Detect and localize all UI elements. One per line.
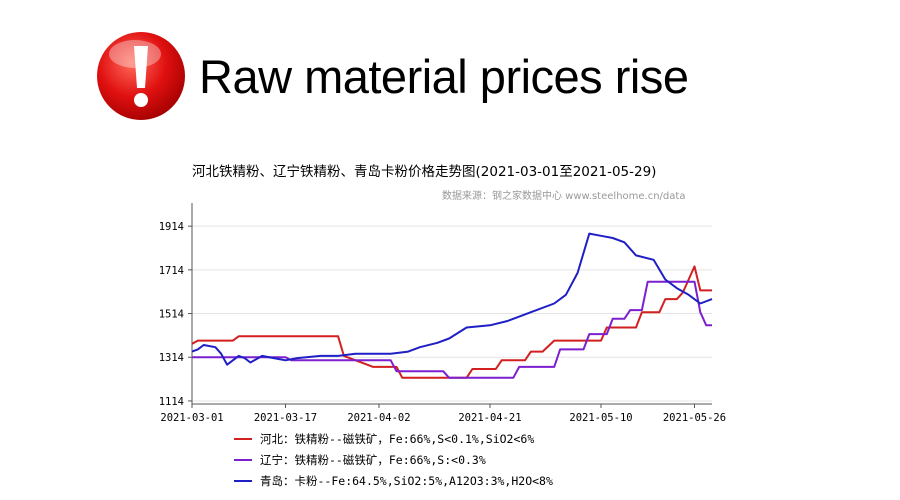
headline: Raw material prices rise <box>95 26 815 126</box>
headline-text: Raw material prices rise <box>199 49 689 103</box>
x-tick-label: 2021-03-17 <box>254 412 317 424</box>
legend-item: 河北：铁精粉--磁铁矿，Fe:66%,S<0.1%,SiO2<6% <box>234 428 553 449</box>
x-tick-label: 2021-05-10 <box>569 412 632 424</box>
x-tick-label: 2021-04-02 <box>347 412 410 424</box>
chart-source-note: 数据来源：钢之家数据中心 www.steelhome.cn/data <box>442 191 686 202</box>
series-line-3 <box>191 232 713 366</box>
legend-swatch <box>234 479 252 482</box>
exclamation-alert-icon <box>97 32 185 120</box>
legend-item: 青岛：卡粉--Fe:64.5%,SiO2:5%,A12O3:3%,H2O<8% <box>234 470 553 491</box>
legend-item: 辽宁：铁精粉--磁铁矿，Fe:66%,S:<0.3% <box>234 449 553 470</box>
x-tick-label: 2021-03-01 <box>160 412 223 424</box>
legend-label: 青岛：卡粉--Fe:64.5%,SiO2:5%,A12O3:3%,H2O<8% <box>260 473 553 488</box>
series-line-2 <box>192 280 712 379</box>
x-tick-label: 2021-05-26 <box>663 412 726 424</box>
legend-swatch <box>234 458 252 461</box>
x-tick-label: 2021-04-21 <box>458 412 521 424</box>
series-line-1 <box>191 265 712 379</box>
legend-swatch <box>234 437 252 440</box>
y-tick-label: 1314 <box>159 352 184 364</box>
y-tick-label: 1114 <box>159 396 184 408</box>
legend-label: 辽宁：铁精粉--磁铁矿，Fe:66%,S:<0.3% <box>260 452 486 467</box>
y-tick-label: 1714 <box>159 265 184 277</box>
y-tick-label: 1514 <box>159 309 184 321</box>
legend-label: 河北：铁精粉--磁铁矿，Fe:66%,S<0.1%,SiO2<6% <box>260 431 535 446</box>
y-tick-label: 1914 <box>159 221 184 233</box>
chart-legend: 河北：铁精粉--磁铁矿，Fe:66%,S<0.1%,SiO2<6% 辽宁：铁精粉-… <box>234 428 553 491</box>
chart-title: 河北铁精粉、辽宁铁精粉、青岛卡粉价格走势图(2021-03-01至2021-05… <box>192 164 657 180</box>
